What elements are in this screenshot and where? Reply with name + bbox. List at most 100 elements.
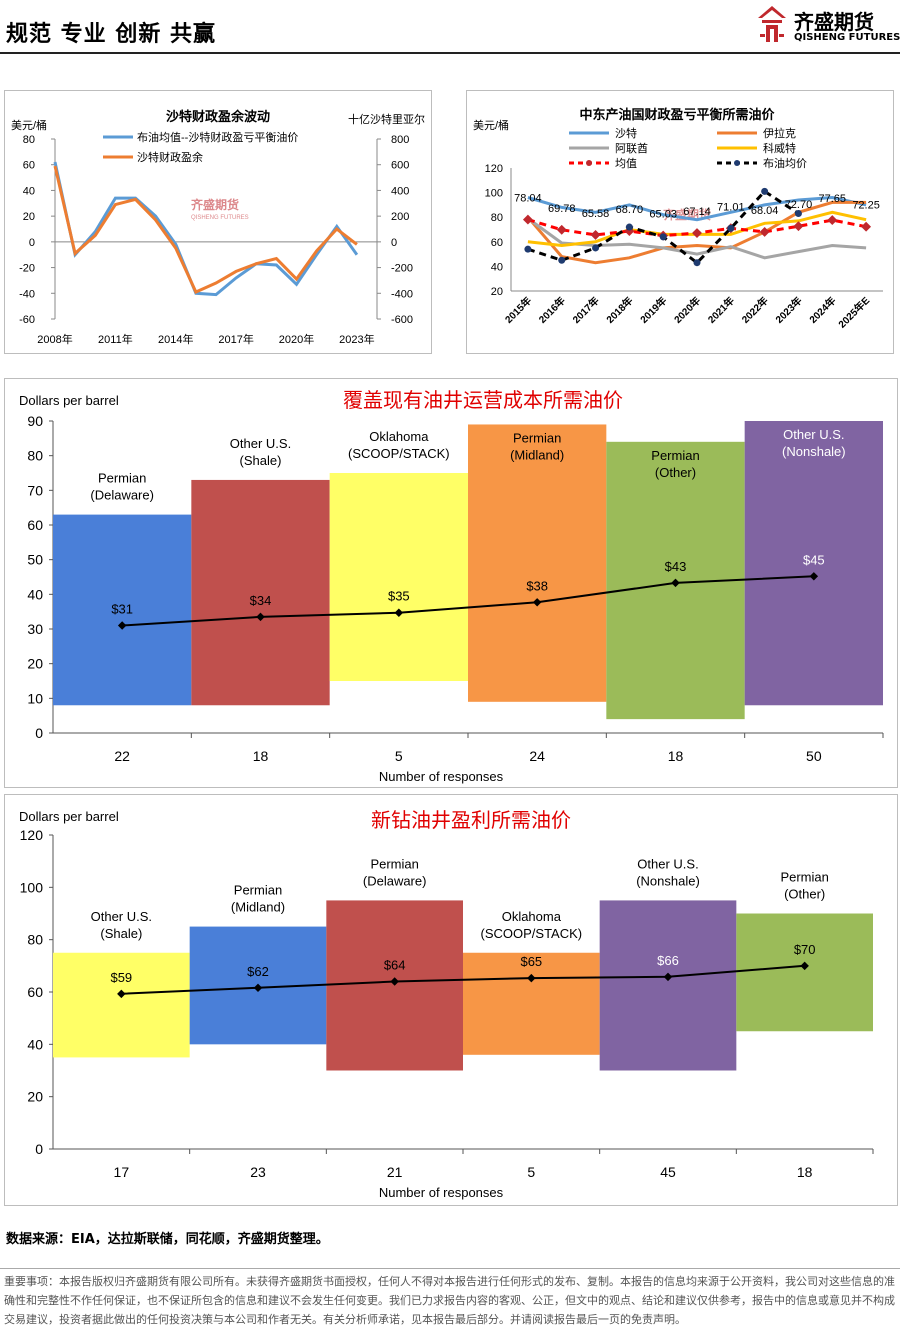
chart3-ytick: 10 <box>27 690 43 706</box>
chart3-responses-label: 22 <box>114 748 130 764</box>
chart4-mean-marker <box>663 972 673 982</box>
company-logo: 齐盛期货 QISHENG FUTURES <box>752 4 900 48</box>
chart2-ylabel: 美元/桶 <box>473 118 509 132</box>
chart1-ylabel-left: 美元/桶 <box>11 118 47 132</box>
chart4-mean-label: $66 <box>657 953 679 968</box>
chart2-data-label: 65.03 <box>649 209 677 221</box>
chart1-xtick: 2014年 <box>158 332 193 346</box>
chart4-bar-label-2: (Midland) <box>231 900 285 915</box>
chart2-legend-label: 均值 <box>615 157 637 170</box>
chart4-responses-label: 23 <box>250 1164 266 1180</box>
chart4-bar-label-1: Permian <box>234 883 282 898</box>
page-header: 规范 专业 创新 共赢 齐盛期货 QISHENG FUTURES <box>0 0 900 56</box>
chart1-xtick: 2011年 <box>98 332 133 346</box>
chart3-ytick: 80 <box>27 448 43 464</box>
chart1-ytick-right: -200 <box>391 263 413 275</box>
chart2-xtick: 2016年 <box>536 294 568 326</box>
chart2-legend-label: 伊拉克 <box>763 126 796 140</box>
chart2-legend-label: 布油均价 <box>763 156 807 170</box>
chart1-xtick: 2008年 <box>37 332 72 346</box>
chart1-legend-2: 沙特财政盈余 <box>137 150 203 164</box>
chart1-ytick-left: -20 <box>19 263 35 275</box>
chart2-xtick: 2024年 <box>806 294 838 326</box>
chart2-ytick: 60 <box>491 237 503 249</box>
chart1-ytick-left: 80 <box>23 134 35 146</box>
chart4-responses-label: 5 <box>527 1164 535 1180</box>
chart-mideast-breakeven: 中东产油国财政盈亏平衡所需油价 美元/桶 沙特 伊拉克 阿联酋 科威特 均值 布油均价 齐… <box>466 90 894 354</box>
chart2-brent-marker <box>693 259 701 267</box>
chart4-mean-line <box>121 964 805 995</box>
chart3-ytick: 50 <box>27 552 43 568</box>
chart3-mean-marker <box>532 598 542 607</box>
chart1-ytick-right: 200 <box>391 211 409 223</box>
chart3-mean-marker <box>394 608 404 617</box>
chart4-ytick: 0 <box>35 1141 43 1157</box>
chart2-xtick: 2015年 <box>502 294 534 326</box>
data-source-note: 数据来源：EIA，达拉斯联储，同花顺，齐盛期货整理。 <box>6 1232 329 1247</box>
chart2-brent-marker <box>761 187 769 195</box>
chart4-bar-label-1: Other U.S. <box>91 909 152 924</box>
chart-existing-well-breakeven: Dollars per barrel 覆盖现有油井运营成本所需油价 Number… <box>4 378 898 788</box>
logo-mark-icon <box>758 6 786 42</box>
chart4-ytick: 80 <box>27 932 43 948</box>
chart3-mean-label: $43 <box>665 559 687 574</box>
chart2-legend-label: 科威特 <box>763 141 796 155</box>
chart2-series-line <box>527 217 867 260</box>
chart2-xtick: 2025年E <box>835 294 872 331</box>
chart2-ytick: 80 <box>491 212 503 224</box>
chart4-responses-label: 18 <box>797 1164 813 1180</box>
chart3-bar-label-1: Permian <box>651 448 699 463</box>
chart1-ytick-left: 0 <box>29 237 35 249</box>
chart4-ytick: 40 <box>27 1036 43 1052</box>
chart2-xtick: 2022年 <box>739 294 771 326</box>
chart4-bar-label-2: (SCOOP/STACK) <box>481 926 583 941</box>
chart4-mean-marker <box>253 983 263 993</box>
chart2-mean-marker <box>590 229 601 240</box>
chart2-data-label: 68.04 <box>751 205 779 217</box>
chart2-legend-marker <box>586 160 592 166</box>
disclaimer-divider <box>0 1268 900 1269</box>
chart3-ylabel: Dollars per barrel <box>19 393 119 408</box>
chart3-range-bar <box>744 421 883 706</box>
chart4-mean-label: $62 <box>247 964 269 979</box>
chart3-bar-label-1: Oklahoma <box>369 429 429 444</box>
chart4-bar-label-1: Other U.S. <box>637 856 698 871</box>
chart2-legend-marker <box>734 160 740 166</box>
chart4-ytick: 60 <box>27 984 43 1000</box>
chart3-range-bar <box>329 473 468 681</box>
chart4-ytick: 20 <box>27 1089 43 1105</box>
chart3-ytick: 30 <box>27 621 43 637</box>
chart4-xlabel: Number of responses <box>379 1185 504 1200</box>
chart3-mean-label: $34 <box>250 593 272 608</box>
chart4-bar-label-2: (Other) <box>784 887 825 902</box>
chart1-ytick-left: -60 <box>19 314 35 326</box>
chart3-xlabel: Number of responses <box>379 769 504 784</box>
chart2-xtick: 2023年 <box>773 294 805 326</box>
header-divider <box>0 52 900 54</box>
chart3-mean-marker <box>809 572 819 581</box>
chart1-ytick-left: 20 <box>23 211 35 223</box>
chart3-mean-label: $35 <box>388 589 410 604</box>
chart3-mean-marker <box>256 612 265 622</box>
chart3-responses-label: 50 <box>806 748 822 764</box>
chart3-responses-label: 18 <box>668 748 684 764</box>
chart4-range-bar <box>53 952 190 1058</box>
chart2-mean-marker <box>759 226 770 237</box>
chart3-bar-label-1: Other U.S. <box>783 427 844 442</box>
logo-text-en: QISHENG FUTURES <box>794 32 900 43</box>
chart2-mean-marker <box>861 221 872 232</box>
chart2-series-line <box>527 195 867 222</box>
chart2-data-label: 77.65 <box>819 193 847 205</box>
chart2-data-label: 65.58 <box>582 208 610 220</box>
chart3-bar-label-2: (Delaware) <box>90 488 154 503</box>
chart1-ytick-right: -400 <box>391 288 413 300</box>
chart3-mean-label: $45 <box>803 552 825 567</box>
chart2-ytick: 100 <box>485 188 503 200</box>
chart3-responses-label: 24 <box>529 748 545 764</box>
chart1-series-line <box>53 161 359 297</box>
chart4-bar-label-1: Oklahoma <box>502 909 562 924</box>
chart3-mean-label: $38 <box>526 578 548 593</box>
chart1-ytick-right: 800 <box>391 134 409 146</box>
chart2-data-label: 69.78 <box>548 203 576 215</box>
chart3-ytick: 40 <box>27 586 43 602</box>
